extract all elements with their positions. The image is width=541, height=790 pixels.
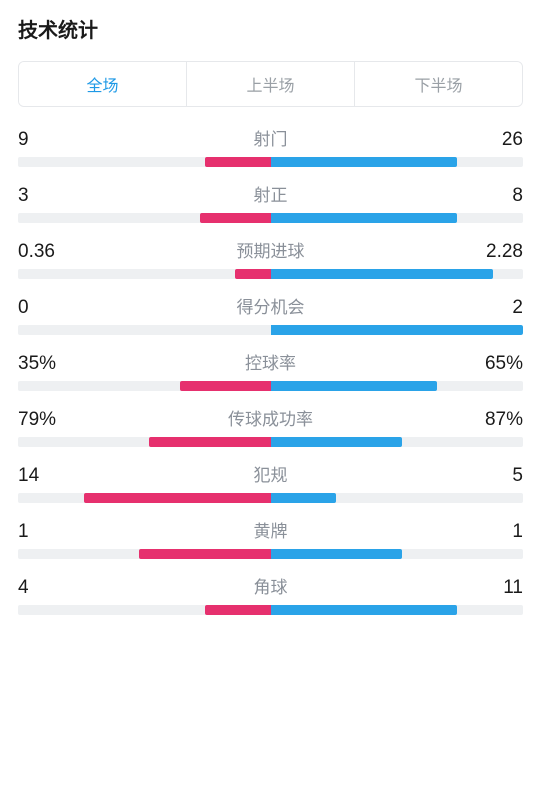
stat-value-right: 2.28	[463, 241, 523, 263]
stat-value-left: 0.36	[18, 241, 78, 263]
stat-head: 0.36预期进球2.28	[18, 237, 523, 263]
stat-bar-right	[271, 157, 458, 167]
stat-value-left: 9	[18, 129, 78, 151]
stat-head: 79%传球成功率87%	[18, 405, 523, 431]
tab-period-0[interactable]: 全场	[19, 62, 186, 106]
stat-row: 0.36预期进球2.28	[18, 237, 523, 279]
stat-label: 黄牌	[78, 517, 463, 542]
stat-label: 控球率	[78, 349, 463, 374]
stat-value-right: 2	[463, 297, 523, 319]
stat-row: 9射门26	[18, 125, 523, 167]
stat-bar-track	[18, 549, 523, 559]
stat-value-right: 8	[463, 185, 523, 207]
stat-bar-right	[271, 437, 402, 447]
stat-label: 射正	[78, 181, 463, 206]
stat-value-right: 26	[463, 129, 523, 151]
stat-value-left: 4	[18, 577, 78, 599]
stat-value-left: 3	[18, 185, 78, 207]
stat-bar-left	[139, 549, 270, 559]
stat-value-left: 0	[18, 297, 78, 319]
stat-value-right: 5	[463, 465, 523, 487]
stat-bar-left	[149, 437, 270, 447]
stat-bar-track	[18, 605, 523, 615]
stat-row: 0得分机会2	[18, 293, 523, 335]
stat-bar-right	[271, 605, 458, 615]
stat-head: 4角球11	[18, 573, 523, 599]
stat-head: 0得分机会2	[18, 293, 523, 319]
stat-bar-track	[18, 325, 523, 335]
stat-value-left: 35%	[18, 353, 78, 375]
stat-row: 14犯规5	[18, 461, 523, 503]
stat-bar-right	[271, 493, 337, 503]
stat-label: 预期进球	[78, 237, 463, 262]
stat-label: 得分机会	[78, 293, 463, 318]
stats-panel: 技术统计 全场上半场下半场 9射门26 3射正8 0.36预期进球2.28 0得分机会…	[0, 0, 541, 615]
stat-bar-left	[235, 269, 270, 279]
stat-value-right: 65%	[463, 353, 523, 375]
stat-head: 14犯规5	[18, 461, 523, 487]
stat-bar-track	[18, 493, 523, 503]
stat-bar-right	[271, 381, 438, 391]
stat-bar-left	[180, 381, 271, 391]
stat-bar-track	[18, 157, 523, 167]
period-tabs: 全场上半场下半场	[18, 61, 523, 107]
stat-bar-left	[205, 605, 271, 615]
stat-bar-track	[18, 213, 523, 223]
stat-bar-left	[84, 493, 271, 503]
stat-bar-right	[271, 549, 402, 559]
stat-head: 9射门26	[18, 125, 523, 151]
stat-bar-right	[271, 269, 493, 279]
stats-list: 9射门26 3射正8 0.36预期进球2.28 0得分机会2 35%控球率65% 79%传…	[18, 125, 523, 615]
stat-bar-track	[18, 381, 523, 391]
stat-bar-left	[200, 213, 271, 223]
stat-row: 3射正8	[18, 181, 523, 223]
stat-value-left: 79%	[18, 409, 78, 431]
stat-bar-right	[271, 325, 524, 335]
stat-label: 角球	[78, 573, 463, 598]
stat-bar-track	[18, 437, 523, 447]
stat-row: 1黄牌1	[18, 517, 523, 559]
stat-row: 35%控球率65%	[18, 349, 523, 391]
stat-bar-track	[18, 269, 523, 279]
stat-row: 4角球11	[18, 573, 523, 615]
stat-bar-right	[271, 213, 458, 223]
stat-bar-left	[205, 157, 271, 167]
stat-row: 79%传球成功率87%	[18, 405, 523, 447]
tab-period-1[interactable]: 上半场	[186, 62, 354, 106]
stat-label: 传球成功率	[78, 405, 463, 430]
panel-title: 技术统计	[18, 14, 523, 43]
tab-period-2[interactable]: 下半场	[354, 62, 522, 106]
stat-head: 3射正8	[18, 181, 523, 207]
stat-label: 射门	[78, 125, 463, 150]
stat-head: 35%控球率65%	[18, 349, 523, 375]
stat-label: 犯规	[78, 461, 463, 486]
stat-head: 1黄牌1	[18, 517, 523, 543]
stat-value-right: 11	[463, 577, 523, 599]
stat-value-left: 14	[18, 465, 78, 487]
stat-value-right: 87%	[463, 409, 523, 431]
stat-value-right: 1	[463, 521, 523, 543]
stat-value-left: 1	[18, 521, 78, 543]
